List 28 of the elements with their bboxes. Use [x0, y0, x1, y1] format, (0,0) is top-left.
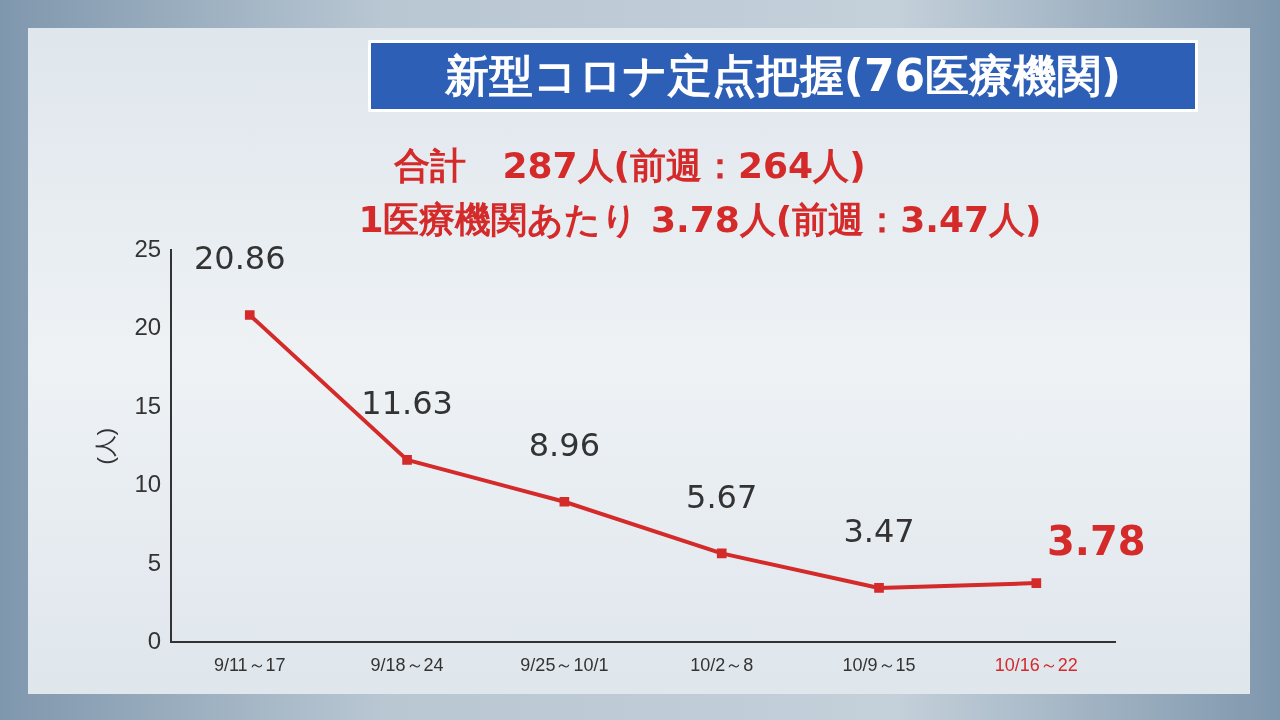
y-tick-label: 0 [147, 627, 162, 655]
y-tick-label: 10 [134, 470, 162, 498]
point [1031, 578, 1042, 588]
y-axis-title: (人) [93, 427, 119, 465]
chart-title: 新型コロナ定点把握(76医療機関) [368, 40, 1198, 112]
y-tick-label: 25 [134, 234, 162, 262]
chart-subtitle: 合計 287人(前週：264人) [393, 144, 867, 188]
point [716, 548, 727, 559]
point [874, 583, 884, 593]
data-label: 3.47 [843, 512, 915, 551]
x-tick-label: 10/2～8 [690, 655, 754, 676]
x-tick-label: 9/25～10/1 [520, 655, 609, 676]
y-tick-label: 20 [134, 313, 162, 341]
data-label: 20.86 [193, 239, 286, 278]
data-label: 11.63 [361, 384, 453, 423]
data-label: 8.96 [528, 426, 601, 465]
data-label: 5.67 [686, 477, 758, 516]
x-tick-label: 10/9～15 [842, 655, 916, 676]
text: 1医療機関あたり 3.78人(前週：3.47人) [358, 199, 1042, 240]
data-label: 3.78 [1046, 518, 1146, 565]
y-tick-label: 15 [134, 391, 162, 419]
x-tick-label: 9/11～17 [213, 655, 286, 676]
x-tick-label: 10/16～22 [994, 655, 1078, 676]
x-tick-label: 9/18～24 [370, 655, 444, 676]
y-tick-label: 5 [147, 548, 162, 576]
point [559, 496, 570, 507]
point [244, 310, 255, 320]
point [402, 455, 412, 465]
